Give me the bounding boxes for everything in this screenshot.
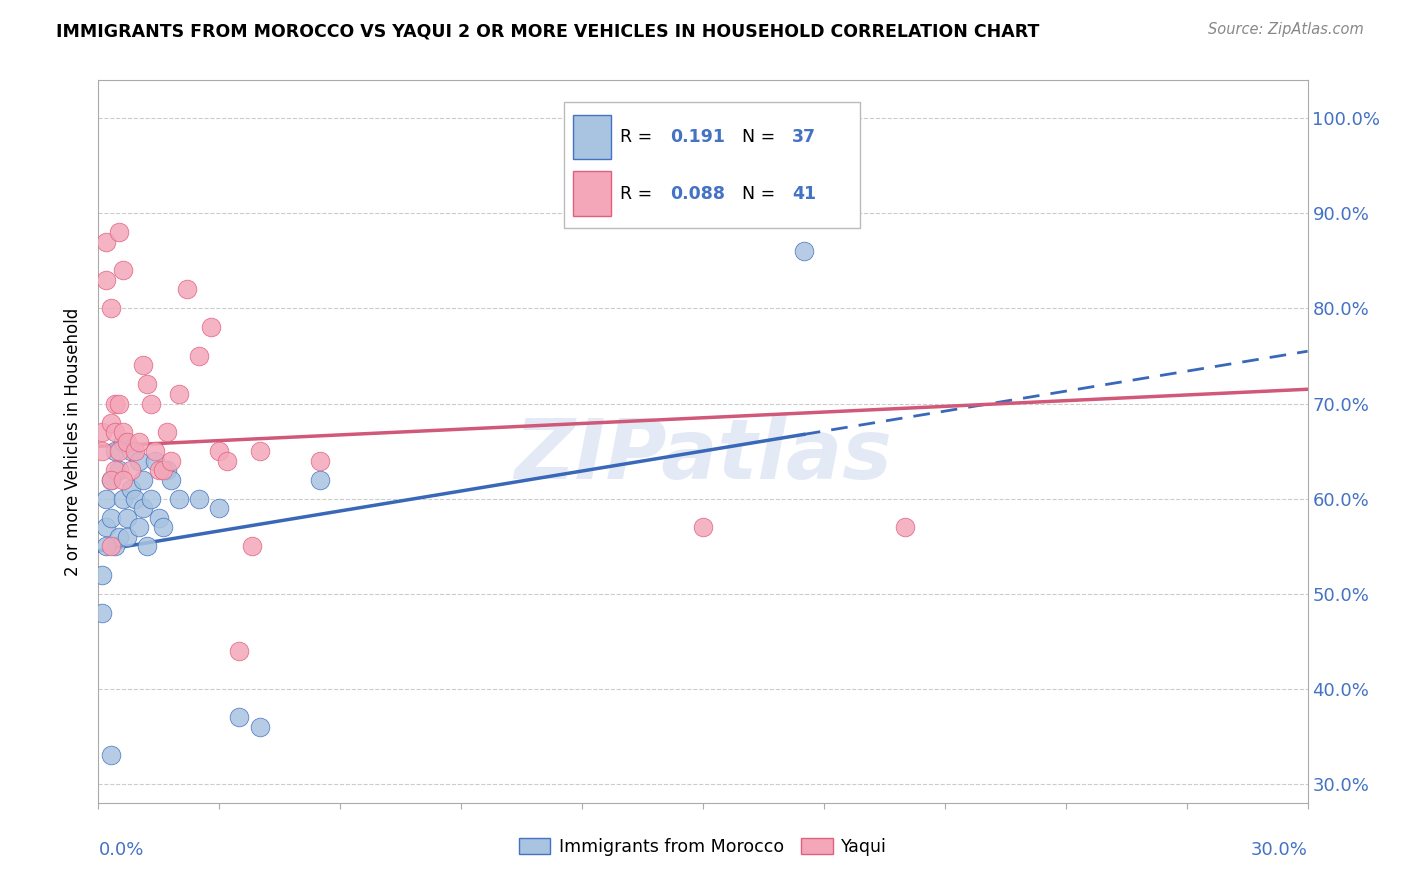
Point (103, 444, 125, 458)
Text: ZIPatlas: ZIPatlas (515, 416, 891, 497)
Point (143, 453, 166, 467)
Point (793, 244, 815, 259)
Point (120, 463, 142, 477)
Point (115, 434, 138, 449)
Text: 30.0%: 30.0% (1251, 841, 1308, 859)
Point (103, 463, 125, 477)
Point (124, 491, 146, 506)
Point (91, 425, 114, 439)
Point (111, 263, 134, 277)
Point (107, 463, 129, 477)
Point (100, 473, 122, 487)
Point (103, 539, 125, 553)
Point (115, 530, 138, 544)
Point (120, 482, 142, 496)
Point (100, 416, 122, 430)
Point (200, 320, 222, 334)
Point (128, 434, 150, 449)
Point (893, 520, 915, 534)
Point (96, 235, 118, 249)
Point (111, 473, 134, 487)
Point (132, 501, 155, 516)
Point (132, 359, 155, 373)
Point (128, 520, 150, 534)
Point (139, 491, 162, 506)
Point (135, 377, 157, 392)
Point (167, 491, 190, 506)
Legend: Immigrants from Morocco, Yaqui: Immigrants from Morocco, Yaqui (512, 830, 894, 863)
Point (103, 425, 125, 439)
Text: 0.0%: 0.0% (98, 841, 143, 859)
Point (124, 444, 146, 458)
Point (228, 710, 250, 724)
Point (148, 510, 170, 524)
Point (160, 453, 183, 467)
Point (692, 520, 714, 534)
Point (132, 473, 155, 487)
Point (115, 510, 138, 524)
Point (120, 444, 142, 458)
Point (96, 520, 118, 534)
Point (100, 510, 122, 524)
Point (188, 491, 211, 506)
Point (139, 396, 162, 410)
Point (100, 539, 122, 553)
Point (100, 748, 122, 763)
Point (152, 520, 174, 534)
Point (156, 463, 179, 477)
Point (111, 491, 134, 506)
Point (160, 473, 183, 487)
Point (111, 434, 134, 449)
Point (208, 501, 231, 516)
Point (143, 444, 166, 458)
Point (111, 425, 134, 439)
Point (309, 453, 332, 467)
Text: IMMIGRANTS FROM MOROCCO VS YAQUI 2 OR MORE VEHICLES IN HOUSEHOLD CORRELATION CHA: IMMIGRANTS FROM MOROCCO VS YAQUI 2 OR MO… (56, 22, 1039, 40)
Point (128, 453, 150, 467)
Point (100, 473, 122, 487)
Point (240, 539, 263, 553)
Point (176, 282, 198, 296)
Point (107, 444, 129, 458)
Point (96, 491, 118, 506)
Point (167, 387, 190, 401)
Point (100, 301, 122, 316)
Point (107, 396, 129, 410)
Point (96, 273, 118, 287)
Point (107, 530, 129, 544)
Point (188, 349, 211, 363)
Point (228, 643, 250, 657)
Point (91, 567, 114, 582)
Point (249, 720, 271, 734)
Point (103, 396, 125, 410)
Text: Source: ZipAtlas.com: Source: ZipAtlas.com (1208, 22, 1364, 37)
Point (249, 444, 271, 458)
Point (152, 463, 174, 477)
Point (148, 463, 170, 477)
Point (96, 539, 118, 553)
Point (309, 473, 332, 487)
Point (91, 444, 114, 458)
Point (91, 606, 114, 620)
Point (208, 444, 231, 458)
Y-axis label: 2 or more Vehicles in Household: 2 or more Vehicles in Household (65, 308, 83, 575)
Point (135, 539, 157, 553)
Point (156, 425, 179, 439)
Point (217, 453, 239, 467)
Point (107, 226, 129, 240)
